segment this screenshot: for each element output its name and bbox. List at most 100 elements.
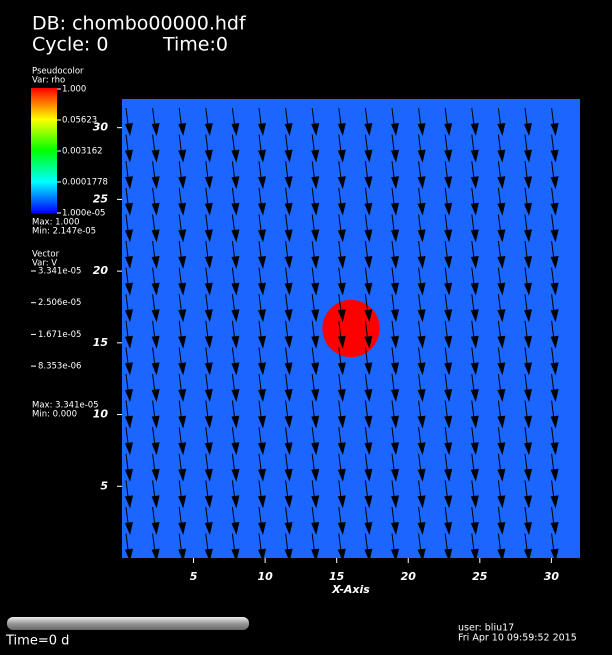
vector-head (391, 468, 399, 482)
vector-head (550, 522, 559, 535)
vector-head (311, 442, 320, 456)
vector-head (284, 282, 293, 296)
vector-head (231, 415, 240, 429)
vector-head (151, 229, 160, 243)
vector-head (417, 309, 426, 323)
vector-head (151, 335, 160, 349)
vector-head (258, 123, 266, 136)
vector-head (337, 548, 346, 562)
vector-head (470, 389, 479, 402)
vector-head (231, 256, 240, 269)
vector-head (497, 389, 506, 402)
vector-head (284, 362, 293, 376)
vector-head (337, 282, 346, 296)
vector-head (311, 548, 320, 562)
vector-head (550, 495, 559, 509)
vector-head (497, 229, 506, 243)
vector-head (497, 176, 506, 190)
x-tick-label: 15 (329, 570, 345, 583)
vector-head (258, 468, 266, 482)
vector-head (444, 468, 453, 482)
vector-head (391, 415, 399, 429)
vector-head (524, 256, 532, 269)
vector-head (151, 176, 160, 190)
vector-head (204, 442, 213, 456)
vector-head (524, 442, 532, 456)
vector-head (470, 309, 479, 323)
vector-head (550, 256, 559, 269)
vector-head (497, 442, 506, 456)
vector-head (417, 415, 426, 429)
legend-label: 3.341e-05 (38, 267, 81, 277)
vector-head (524, 309, 532, 323)
vector-head (284, 176, 293, 190)
vector-head (417, 495, 426, 509)
vector-head (550, 442, 559, 456)
vector-head (311, 256, 320, 269)
vector-head (204, 309, 213, 323)
vector-head (337, 176, 346, 190)
vector-head (417, 335, 426, 349)
vector-head (204, 256, 213, 269)
legend-label: 0.0001778 (62, 178, 108, 188)
vector-head (178, 149, 187, 163)
y-tick-label: 25 (93, 192, 109, 205)
vector-head (470, 415, 479, 429)
vector-head (125, 389, 133, 402)
vector-head (125, 256, 133, 269)
x-tick-label: 20 (401, 570, 417, 583)
vector-head (337, 256, 346, 269)
db-title: DB: chombo00000.hdf (32, 13, 247, 35)
vector-head (337, 149, 346, 163)
vector-head (444, 442, 453, 456)
vector-head (444, 229, 453, 243)
vector-head (125, 415, 133, 429)
vector-head (550, 202, 559, 216)
vector-head (311, 309, 320, 323)
vector-head (364, 149, 373, 163)
vector-head (550, 468, 559, 482)
vector-head (417, 442, 426, 456)
vector-head (311, 335, 320, 349)
vector-head (311, 362, 320, 376)
vector-head (204, 548, 213, 562)
vector-head (497, 309, 506, 323)
vector-head (178, 522, 187, 535)
vector-head (391, 282, 399, 296)
vector-head (258, 389, 266, 402)
vector-head (178, 362, 187, 376)
vector-head (550, 229, 559, 243)
vector-head (497, 548, 506, 562)
vector-head (497, 282, 506, 296)
vector-head (497, 415, 506, 429)
vector-head (364, 415, 373, 429)
y-tick-label: 15 (93, 336, 109, 349)
vector-head (364, 202, 373, 216)
x-tick-label: 25 (472, 570, 488, 583)
vector-head (470, 495, 479, 509)
vector-head (337, 442, 346, 456)
vector-head (178, 442, 187, 456)
vector-head (391, 548, 399, 562)
vector-head (125, 282, 133, 296)
vector-head (231, 522, 240, 535)
vector-head (125, 176, 133, 190)
vector-head (550, 362, 559, 376)
vector-head (470, 468, 479, 482)
vector-head (444, 256, 453, 269)
vector-head (337, 309, 346, 323)
vector-head (311, 415, 320, 429)
vector-head (417, 468, 426, 482)
vector-head (311, 149, 320, 163)
legend-var: Var: rho (32, 76, 65, 86)
vector-head (151, 202, 160, 216)
vector-head (258, 415, 266, 429)
vector-head (204, 123, 213, 136)
vector-head (125, 442, 133, 456)
vector-head (231, 335, 240, 349)
vector-head (444, 362, 453, 376)
vector-head (444, 522, 453, 535)
y-tick-label: 10 (93, 408, 109, 421)
x-tick-label: 30 (544, 570, 560, 583)
vector-head (231, 495, 240, 509)
